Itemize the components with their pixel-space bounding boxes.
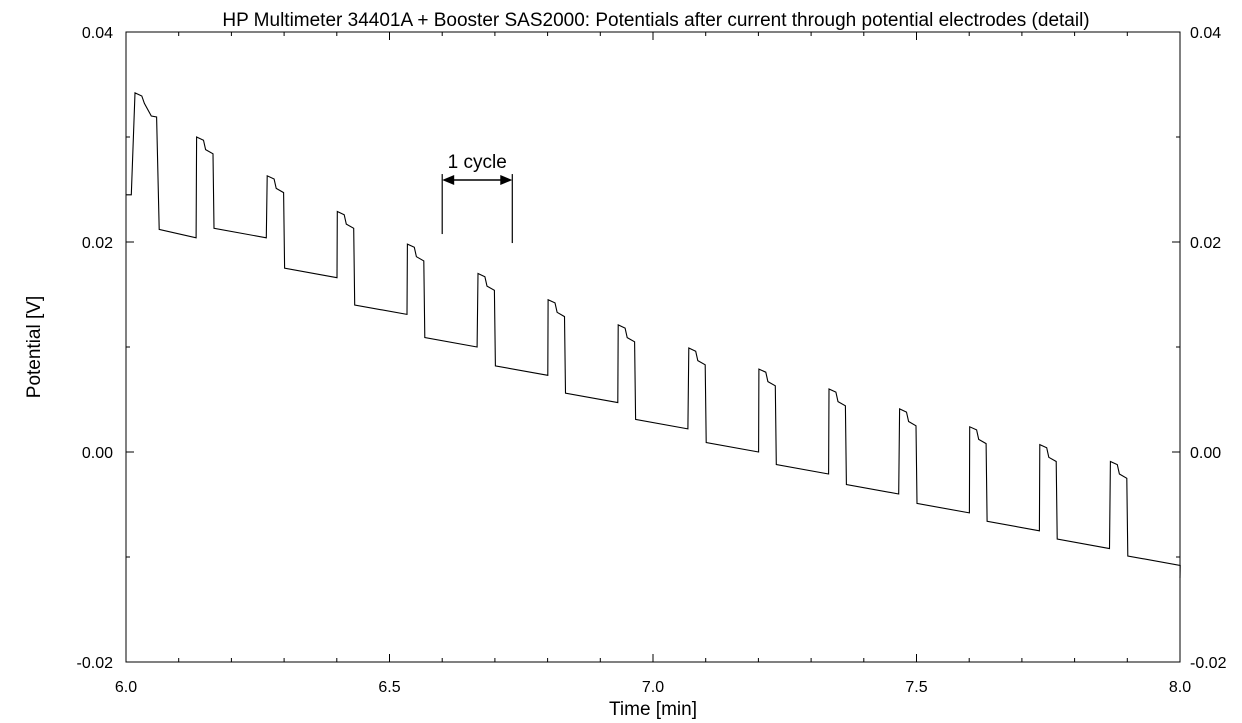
cycle-annotation: 1 cycle bbox=[441, 152, 513, 244]
x-tick-label: 8.0 bbox=[1169, 679, 1191, 696]
y-tick-label-right: -0.02 bbox=[1190, 655, 1227, 672]
y-tick-label-left: 0.04 bbox=[82, 25, 113, 42]
y-tick-label-right: 0.02 bbox=[1190, 235, 1221, 252]
chart-title: HP Multimeter 34401A + Booster SAS2000: … bbox=[222, 10, 1089, 31]
x-tick-label: 7.0 bbox=[642, 679, 664, 696]
y-tick-label-left: 0.00 bbox=[82, 445, 113, 462]
plot-frame bbox=[125, 31, 1181, 663]
annotation-arrowhead-left bbox=[442, 175, 455, 186]
y-tick-label-right: 0.00 bbox=[1190, 445, 1221, 462]
y-tick-label-right: 0.04 bbox=[1190, 25, 1221, 42]
y-tick-label-left: -0.02 bbox=[77, 655, 114, 672]
series-potential bbox=[126, 92, 1181, 579]
y-axis-label: Potential [V] bbox=[24, 296, 45, 398]
x-tick-label: 7.5 bbox=[905, 679, 927, 696]
x-axis: 6.0 6.5 7.0 7.5 8.0 bbox=[115, 32, 1191, 696]
x-tick-label: 6.5 bbox=[378, 679, 400, 696]
series-line bbox=[126, 92, 1181, 579]
annotation-label: 1 cycle bbox=[448, 152, 507, 173]
y-axis: -0.02 -0.02 0.00 0.00 0.02 0.02 0.04 0.04 bbox=[77, 25, 1227, 672]
y-tick-label-left: 0.02 bbox=[82, 235, 113, 252]
annotation-arrowhead-right bbox=[500, 175, 513, 186]
x-axis-label: Time [min] bbox=[609, 699, 697, 720]
x-tick-label: 6.0 bbox=[115, 679, 137, 696]
